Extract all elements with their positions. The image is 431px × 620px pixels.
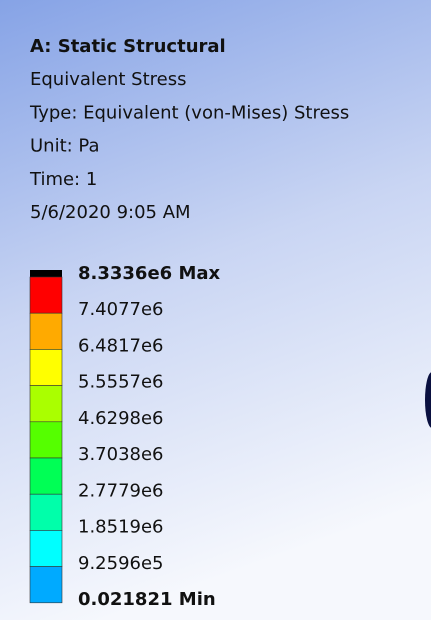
color-band	[29, 530, 63, 567]
legend-label: 0.021821 Min	[78, 589, 216, 610]
color-band	[29, 312, 63, 350]
color-band	[29, 493, 63, 531]
legend-label: 9.2596e5	[78, 553, 164, 574]
legend-label: 7.4077e6	[78, 299, 164, 320]
legend-label: 5.5557e6	[78, 372, 164, 393]
header-lines: Equivalent Stress Type: Equivalent (von-M…	[29, 69, 349, 223]
legend-label: 4.6298e6	[78, 408, 164, 429]
color-band	[29, 349, 63, 386]
color-band	[29, 421, 63, 459]
legend-label: 6.4817e6	[78, 335, 164, 356]
legend-label: 1.8519e6	[78, 517, 164, 538]
model-edge	[425, 372, 431, 428]
header-line: Time: 1	[29, 169, 97, 190]
legend: 8.3336e6 Max 7.4077e6 6.4817e6 5.5557e6 4.62…	[29, 263, 221, 610]
max-band	[30, 270, 62, 277]
header-line: Equivalent Stress	[30, 69, 186, 90]
title: A: Static Structural	[30, 36, 226, 57]
header-line: 5/6/2020 9:05 AM	[30, 202, 191, 223]
legend-label: 8.3336e6 Max	[78, 263, 221, 284]
header-line: Type: Equivalent (von-Mises) Stress	[29, 102, 349, 123]
color-band	[29, 276, 63, 314]
color-band	[29, 457, 63, 495]
color-band	[29, 566, 63, 604]
color-band	[29, 385, 63, 423]
legend-label: 3.7038e6	[78, 444, 164, 465]
legend-label: 2.7779e6	[78, 480, 164, 501]
header-line: Unit: Pa	[30, 136, 100, 157]
